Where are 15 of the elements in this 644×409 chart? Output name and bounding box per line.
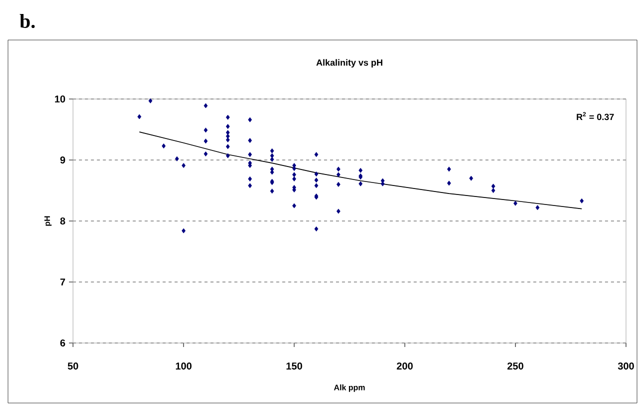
x-tick-label: 250 <box>507 362 524 370</box>
x-tick-label: 50 <box>68 362 78 370</box>
y-tick-label: 9 <box>60 156 66 164</box>
line-series <box>138 132 582 210</box>
x-tick-label: 300 <box>618 362 634 370</box>
y-tick-label: 10 <box>55 95 66 103</box>
y-tick-label: 6 <box>60 339 66 347</box>
y-tick-label: 8 <box>60 217 66 225</box>
x-tick-label: 100 <box>176 362 192 370</box>
annotation: R$^{2}$ = 0.37 <box>576 112 614 120</box>
chart-title: Alkalinity vs pH <box>316 59 382 68</box>
x-tick-label: 150 <box>286 362 302 370</box>
text: b. <box>20 14 35 28</box>
x-tick-label: 200 <box>396 362 413 370</box>
y-tick-label: 7 <box>60 278 66 286</box>
